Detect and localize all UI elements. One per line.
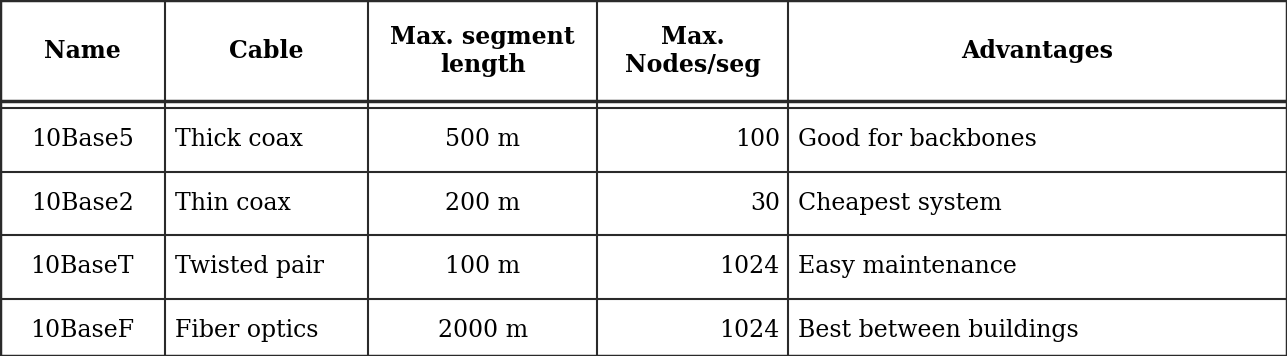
Text: Name: Name (44, 39, 121, 63)
Text: Max.
Nodes/seg: Max. Nodes/seg (624, 25, 761, 77)
Text: 10Base5: 10Base5 (31, 128, 134, 151)
Text: 10Base2: 10Base2 (31, 192, 134, 215)
Text: Twisted pair: Twisted pair (175, 256, 324, 278)
Text: Cheapest system: Cheapest system (798, 192, 1001, 215)
Text: Thin coax: Thin coax (175, 192, 291, 215)
Text: 1024: 1024 (719, 256, 780, 278)
Text: 10BaseF: 10BaseF (31, 319, 134, 342)
Text: 100 m: 100 m (445, 256, 520, 278)
Text: Best between buildings: Best between buildings (798, 319, 1079, 342)
Text: Cable: Cable (229, 39, 304, 63)
Text: Advantages: Advantages (961, 39, 1113, 63)
Text: Easy maintenance: Easy maintenance (798, 256, 1017, 278)
Text: 2000 m: 2000 m (438, 319, 528, 342)
Text: 500 m: 500 m (445, 128, 520, 151)
Text: Thick coax: Thick coax (175, 128, 302, 151)
Text: Good for backbones: Good for backbones (798, 128, 1037, 151)
Text: 200 m: 200 m (445, 192, 520, 215)
Text: 100: 100 (735, 128, 780, 151)
Text: Max. segment
length: Max. segment length (390, 25, 575, 77)
Text: 1024: 1024 (719, 319, 780, 342)
Text: 10BaseT: 10BaseT (31, 256, 134, 278)
Text: 30: 30 (750, 192, 780, 215)
Text: Fiber optics: Fiber optics (175, 319, 318, 342)
